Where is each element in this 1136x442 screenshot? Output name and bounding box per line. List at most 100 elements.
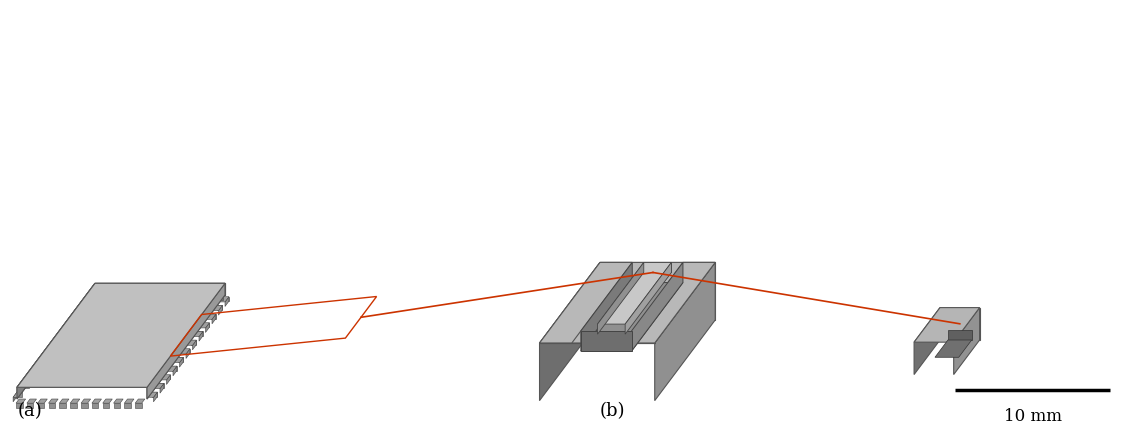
Polygon shape [102,403,109,408]
Polygon shape [49,399,58,403]
Polygon shape [187,340,197,345]
Polygon shape [16,403,23,408]
Polygon shape [17,283,95,399]
Polygon shape [114,403,120,408]
Polygon shape [105,295,115,299]
Polygon shape [105,295,108,304]
Polygon shape [173,366,177,376]
Polygon shape [24,383,28,388]
Polygon shape [194,295,201,300]
Polygon shape [151,295,158,300]
Polygon shape [935,340,971,357]
Polygon shape [126,295,136,299]
Polygon shape [210,314,216,319]
Polygon shape [59,332,62,341]
Polygon shape [98,295,103,300]
Polygon shape [174,358,183,362]
Polygon shape [92,399,101,403]
Polygon shape [45,349,50,358]
Polygon shape [178,358,183,362]
Polygon shape [37,403,44,408]
Polygon shape [580,282,683,351]
Polygon shape [84,297,89,306]
Polygon shape [153,392,158,402]
Polygon shape [135,399,144,403]
Polygon shape [580,263,633,351]
Polygon shape [181,349,190,354]
Polygon shape [78,305,82,315]
Polygon shape [116,295,119,304]
Polygon shape [199,332,203,341]
Polygon shape [152,392,158,396]
Polygon shape [116,295,125,299]
Text: 10 mm: 10 mm [1003,408,1061,425]
Polygon shape [224,297,228,301]
Polygon shape [135,403,142,408]
Polygon shape [94,295,103,299]
Polygon shape [225,297,228,306]
Polygon shape [540,263,716,343]
Polygon shape [600,263,716,320]
Polygon shape [65,323,74,328]
Polygon shape [126,295,130,304]
Polygon shape [540,263,633,343]
Polygon shape [70,399,80,403]
Polygon shape [181,295,184,304]
Polygon shape [165,375,170,379]
Polygon shape [580,331,632,351]
Polygon shape [654,263,716,400]
Polygon shape [119,295,125,300]
Polygon shape [147,283,225,399]
Polygon shape [947,330,971,340]
Polygon shape [598,263,644,334]
Polygon shape [27,399,36,403]
Polygon shape [52,340,56,350]
Polygon shape [540,263,600,400]
Polygon shape [78,305,87,311]
Polygon shape [75,314,81,319]
Polygon shape [17,283,95,399]
Polygon shape [644,263,671,272]
Polygon shape [212,314,216,324]
Polygon shape [95,283,225,295]
Polygon shape [19,383,28,389]
Polygon shape [69,323,74,327]
Polygon shape [56,340,61,345]
Polygon shape [194,332,203,337]
Polygon shape [30,375,35,379]
Polygon shape [84,297,93,302]
Polygon shape [17,283,225,387]
Polygon shape [149,392,158,397]
Polygon shape [137,295,147,299]
Polygon shape [200,323,209,328]
Polygon shape [914,308,939,374]
Polygon shape [198,332,203,336]
Polygon shape [39,358,48,362]
Polygon shape [59,403,66,408]
Polygon shape [72,314,81,319]
Polygon shape [217,305,223,310]
Polygon shape [159,383,164,388]
Polygon shape [95,283,225,295]
Polygon shape [33,366,42,371]
Polygon shape [52,340,61,345]
Polygon shape [214,295,216,304]
Polygon shape [185,349,190,353]
Polygon shape [59,399,69,403]
Polygon shape [124,399,134,403]
Polygon shape [17,283,225,387]
Polygon shape [625,263,671,334]
Polygon shape [181,295,191,299]
Polygon shape [49,403,55,408]
Polygon shape [45,349,55,354]
Polygon shape [114,399,123,403]
Polygon shape [170,295,173,304]
Polygon shape [161,375,170,380]
Polygon shape [92,403,99,408]
Polygon shape [19,383,24,393]
Polygon shape [62,332,68,336]
Polygon shape [26,375,30,385]
Polygon shape [14,392,23,397]
Polygon shape [206,295,212,300]
Polygon shape [65,323,69,332]
